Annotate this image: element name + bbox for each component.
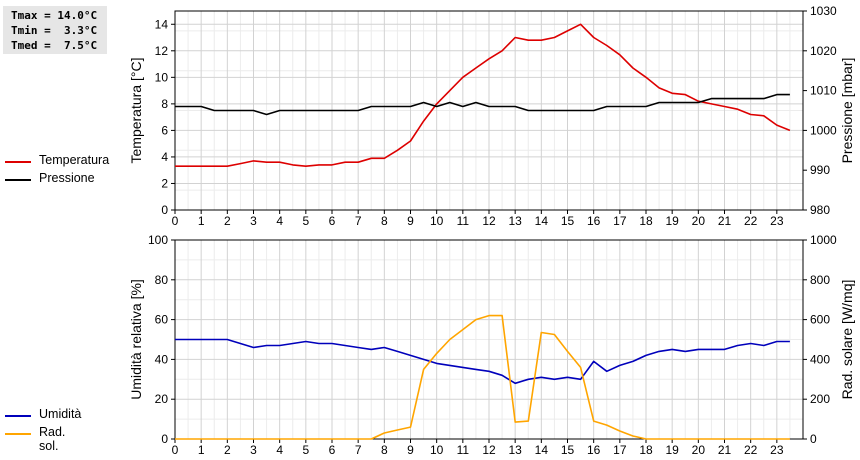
legend-label-umidita: Umidità xyxy=(39,407,82,421)
plot-frame xyxy=(174,10,804,211)
y2-tick-label: 400 xyxy=(810,352,830,366)
y2-tick-label: 1020 xyxy=(810,44,837,58)
stats-tmed: Tmed = 7.5°C xyxy=(11,39,98,52)
x-tick-label: 15 xyxy=(561,443,575,457)
y-tick-label: 80 xyxy=(155,273,169,287)
y-tick-label: 60 xyxy=(155,313,169,327)
legend-label-rad-sol: Rad. sol. xyxy=(39,425,66,453)
x-tick-label: 15 xyxy=(561,214,575,228)
y-tick-label: 10 xyxy=(155,70,169,84)
y2-tick-label: 0 xyxy=(810,432,817,446)
x-tick-label: 20 xyxy=(692,443,706,457)
y-tick-label: 20 xyxy=(155,392,169,406)
x-tick-label: 0 xyxy=(172,214,179,228)
x-tick-label: 11 xyxy=(457,214,470,228)
chart-panel-2: 0 1 2 3 4 5 6 7 8 9 10 11 12 13 14 15 16 17 18 19 20 21 22 2302… xyxy=(128,233,855,457)
x-tick-label: 1 xyxy=(198,443,205,457)
x-tick-label: 8 xyxy=(381,214,388,228)
y-tick-label: 4 xyxy=(161,150,168,164)
stats-tmin: Tmin = 3.3°C xyxy=(11,24,98,37)
y-tick-label: 100 xyxy=(148,233,168,247)
y2-tick-label: 990 xyxy=(810,163,830,177)
x-tick-label: 12 xyxy=(482,443,496,457)
y2-tick-label: 1030 xyxy=(810,4,837,18)
x-tick-label: 1 xyxy=(198,214,205,228)
y-tick-label: 0 xyxy=(161,203,168,217)
y-tick-label: 12 xyxy=(155,44,169,58)
y2-tick-label: 980 xyxy=(810,203,830,217)
x-tick-label: 16 xyxy=(587,214,601,228)
x-tick-label: 21 xyxy=(718,214,732,228)
y2-axis-title: Rad. solare [W/mq] xyxy=(839,280,855,400)
x-tick-label: 10 xyxy=(430,443,444,457)
x-tick-label: 16 xyxy=(587,443,601,457)
x-tick-label: 14 xyxy=(535,443,549,457)
y-tick-label: 40 xyxy=(155,352,169,366)
x-tick-label: 14 xyxy=(535,214,549,228)
x-tick-label: 19 xyxy=(665,214,679,228)
legend-swatch-pressione xyxy=(5,179,31,181)
y-tick-label: 8 xyxy=(161,97,168,111)
x-tick-label: 12 xyxy=(482,214,496,228)
x-tick-label: 3 xyxy=(250,214,257,228)
legend-swatch-rad-sol xyxy=(5,433,31,435)
y2-tick-label: 1000 xyxy=(810,123,837,137)
y2-tick-label: 1000 xyxy=(810,233,837,247)
y-axis-title: Umidità relativa [%] xyxy=(128,279,144,400)
legend-swatch-temperatura xyxy=(5,161,31,163)
y2-tick-label: 200 xyxy=(810,392,830,406)
x-tick-label: 6 xyxy=(329,443,336,457)
y-tick-label: 2 xyxy=(161,176,168,190)
y-tick-label: 6 xyxy=(161,123,168,137)
x-tick-label: 23 xyxy=(770,214,784,228)
x-tick-label: 23 xyxy=(770,443,784,457)
x-tick-label: 10 xyxy=(430,214,444,228)
x-tick-label: 4 xyxy=(276,214,283,228)
x-tick-label: 17 xyxy=(613,214,627,228)
x-tick-label: 9 xyxy=(407,214,414,228)
x-tick-label: 21 xyxy=(718,443,732,457)
chart-panel-1: 0 1 2 3 4 5 6 7 8 9 10 11 12 13 14 15 16 17 18 19 20 21 22 2302… xyxy=(128,4,855,228)
y2-axis-title: Pressione [mbar] xyxy=(839,58,855,164)
x-tick-label: 4 xyxy=(276,443,283,457)
x-tick-label: 18 xyxy=(639,214,653,228)
x-tick-label: 11 xyxy=(457,443,470,457)
stats-tmax: Tmax = 14.0°C xyxy=(11,9,98,22)
x-tick-label: 13 xyxy=(508,443,522,457)
x-tick-label: 7 xyxy=(355,214,362,228)
legend-label-pressione: Pressione xyxy=(39,171,95,185)
x-tick-label: 5 xyxy=(302,214,309,228)
x-tick-label: 5 xyxy=(302,443,309,457)
x-tick-label: 3 xyxy=(250,443,257,457)
y-tick-label: 0 xyxy=(161,432,168,446)
x-tick-label: 2 xyxy=(224,214,231,228)
x-tick-label: 17 xyxy=(613,443,627,457)
y-axis-title: Temperatura [°C] xyxy=(128,58,144,164)
x-tick-label: 0 xyxy=(172,443,179,457)
x-tick-label: 2 xyxy=(224,443,231,457)
y-tick-label: 14 xyxy=(155,17,169,31)
series-line-temperatura xyxy=(175,23,791,167)
y2-tick-label: 800 xyxy=(810,273,830,287)
legend-swatch-umidita xyxy=(5,415,31,417)
y2-tick-label: 600 xyxy=(810,313,830,327)
x-tick-label: 6 xyxy=(329,214,336,228)
stats-box: Tmax = 14.0°C Tmin = 3.3°C Tmed = 7.5°C xyxy=(3,6,107,54)
x-tick-label: 8 xyxy=(381,443,388,457)
y2-tick-label: 1010 xyxy=(810,84,837,98)
x-tick-label: 22 xyxy=(744,443,758,457)
x-tick-label: 13 xyxy=(508,214,522,228)
legend-label-temperatura: Temperatura xyxy=(39,153,110,167)
x-tick-label: 22 xyxy=(744,214,758,228)
x-tick-label: 20 xyxy=(692,214,706,228)
x-tick-label: 9 xyxy=(407,443,414,457)
series-line-rad-sol- xyxy=(175,314,790,440)
series-line-umidit- xyxy=(175,338,790,385)
x-tick-label: 18 xyxy=(639,443,653,457)
x-tick-label: 7 xyxy=(355,443,362,457)
x-tick-label: 19 xyxy=(665,443,679,457)
series-line-pressione xyxy=(175,93,790,116)
